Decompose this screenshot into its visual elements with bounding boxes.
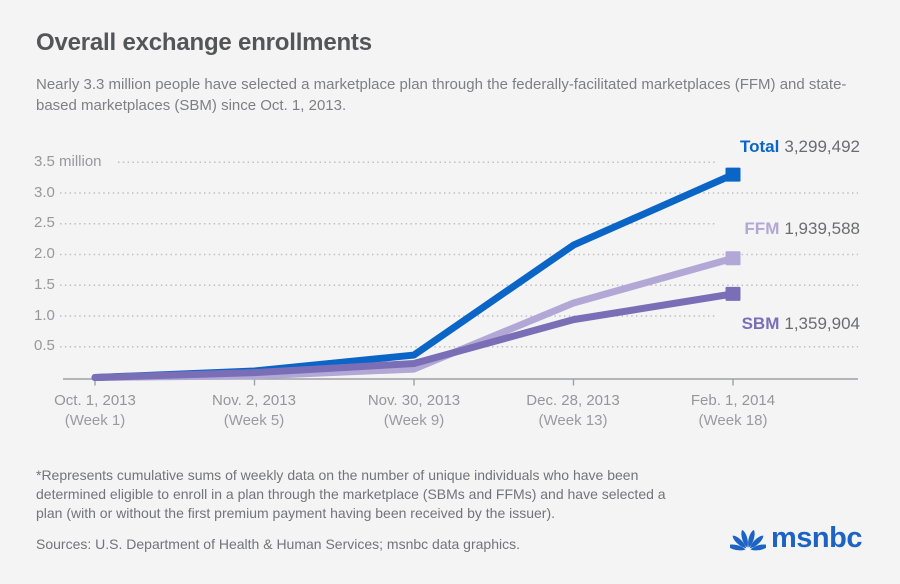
y-axis-label: 3.5 million bbox=[34, 153, 102, 170]
x-axis-label: Dec. 28, 2013 (Week 13) bbox=[526, 392, 620, 429]
enrollment-line-chart bbox=[60, 161, 858, 386]
y-axis-label: 1.5 bbox=[34, 276, 55, 293]
msnbc-logo: msnbc bbox=[730, 522, 862, 554]
y-axis-label: 2.5 bbox=[34, 214, 55, 231]
y-axis-label: 0.5 bbox=[34, 337, 55, 354]
legend-ffm-value: 1,939,588 bbox=[784, 219, 860, 238]
chart-sources: Sources: U.S. Department of Health & Hum… bbox=[36, 536, 520, 552]
y-axis-label: 2.0 bbox=[34, 245, 55, 262]
legend-total-value: 3,299,492 bbox=[784, 137, 860, 156]
legend-ffm-name: FFM bbox=[744, 219, 780, 238]
y-axis-label: 3.0 bbox=[34, 184, 55, 201]
legend-sbm: SBM 1,359,904 bbox=[742, 315, 860, 333]
legend-sbm-name: SBM bbox=[741, 314, 780, 333]
chart-footnote: *Represents cumulative sums of weekly da… bbox=[36, 467, 666, 521]
x-axis-label: Nov. 30, 2013 (Week 9) bbox=[367, 392, 461, 429]
x-axis-label: Feb. 1, 2014 (Week 18) bbox=[690, 392, 776, 429]
x-axis-label: Oct. 1, 2013 (Week 1) bbox=[54, 392, 136, 429]
legend-ffm: FFM 1,939,588 bbox=[744, 220, 860, 238]
chart-area bbox=[0, 130, 900, 440]
x-axis-label: Nov. 2, 2013 (Week 5) bbox=[212, 392, 296, 429]
legend-total: Total 3,299,492 bbox=[740, 138, 860, 156]
legend-total-name: Total bbox=[740, 137, 780, 156]
y-axis-label: 1.0 bbox=[34, 307, 55, 324]
page-title: Overall exchange enrollments bbox=[36, 29, 372, 56]
chart-subtitle: Nearly 3.3 million people have selected … bbox=[36, 76, 847, 114]
legend-sbm-value: 1,359,904 bbox=[784, 314, 860, 333]
msnbc-wordmark: msnbc bbox=[771, 522, 862, 554]
nbc-peacock-icon bbox=[730, 529, 767, 551]
